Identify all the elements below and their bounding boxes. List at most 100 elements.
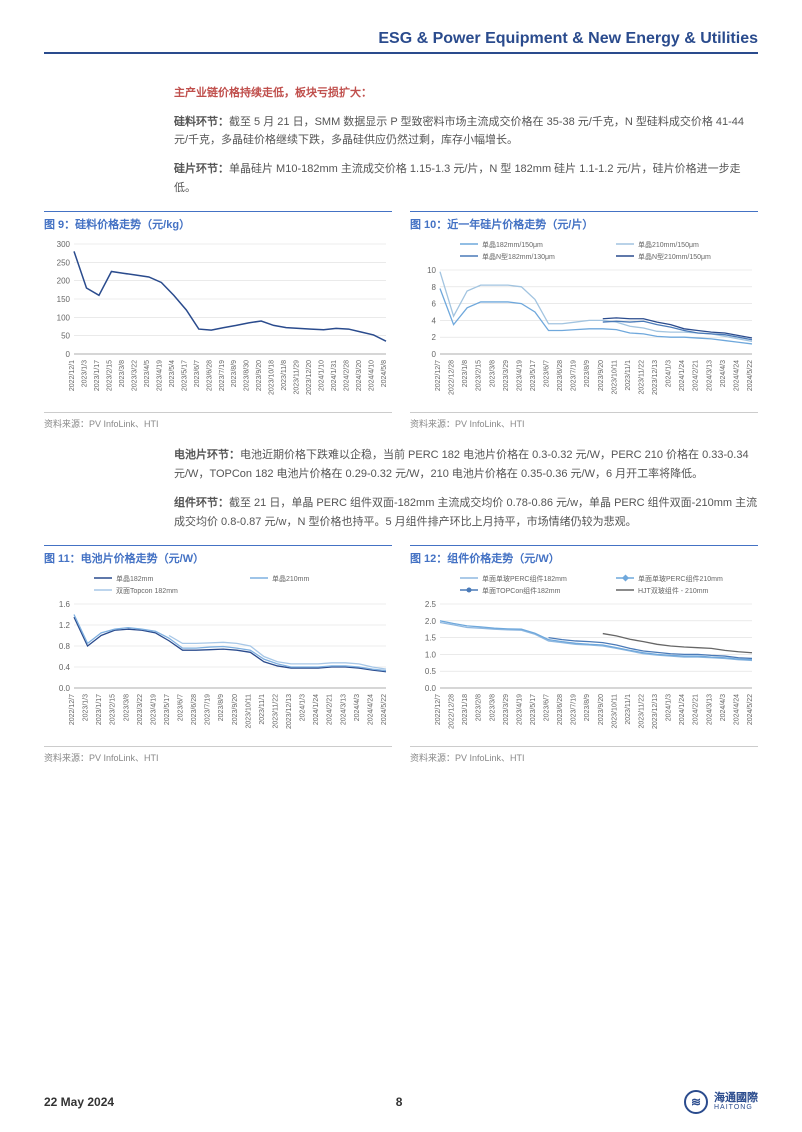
chart-12: 0.00.51.01.52.02.52022/12/72022/12/28202… (410, 572, 758, 742)
svg-text:2023/3/22: 2023/3/22 (131, 360, 138, 391)
svg-text:1.0: 1.0 (425, 651, 437, 660)
svg-text:2023/1/17: 2023/1/17 (96, 694, 103, 725)
svg-text:0.0: 0.0 (425, 684, 437, 693)
svg-text:单晶182mm: 单晶182mm (116, 574, 154, 583)
svg-text:2023/9/20: 2023/9/20 (598, 694, 605, 725)
svg-text:2023/11/8: 2023/11/8 (281, 360, 288, 391)
chart-9-cell: 图 9：硅料价格走势（元/kg） 0501001502002503002022/… (44, 211, 392, 430)
svg-text:2023/3/8: 2023/3/8 (123, 694, 130, 721)
svg-text:单面单玻PERC组件210mm: 单面单玻PERC组件210mm (638, 574, 723, 583)
chart-11-cell: 图 11：电池片价格走势（元/W） 0.00.40.81.21.62022/12… (44, 545, 392, 764)
svg-text:2023/3/8: 2023/3/8 (119, 360, 126, 387)
para-4-text: 截至 21 日，单晶 PERC 组件双面-182mm 主流成交均价 0.78-0… (174, 497, 757, 528)
svg-text:单晶N型210mm/150μm: 单晶N型210mm/150μm (638, 252, 711, 261)
page: ESG & Power Equipment & New Energy & Uti… (0, 0, 802, 1132)
svg-text:1.6: 1.6 (59, 600, 71, 609)
para-1-text: 截至 5 月 21 日，SMM 数据显示 P 型致密料市场主流成交价格在 35-… (174, 116, 744, 147)
svg-text:2022/12/7: 2022/12/7 (435, 360, 442, 391)
svg-text:2023/1/3: 2023/1/3 (83, 694, 90, 721)
svg-text:2024/1/10: 2024/1/10 (319, 360, 326, 391)
svg-text:2023/11/1: 2023/11/1 (625, 694, 632, 725)
svg-text:2023/3/29: 2023/3/29 (503, 360, 510, 391)
svg-text:1.2: 1.2 (59, 621, 71, 630)
svg-text:2023/8/9: 2023/8/9 (584, 694, 591, 721)
para-1: 硅料环节：截至 5 月 21 日，SMM 数据显示 P 型致密料市场主流成交价格… (174, 113, 758, 150)
svg-text:2024/1/31: 2024/1/31 (331, 360, 338, 391)
svg-text:2023/9/20: 2023/9/20 (256, 360, 263, 391)
svg-text:单晶182mm/150μm: 单晶182mm/150μm (482, 240, 543, 249)
footer-brand-en: HAITONG (714, 1104, 758, 1111)
charts-row-1: 图 9：硅料价格走势（元/kg） 0501001502002503002022/… (44, 211, 758, 430)
svg-text:2023/12/13: 2023/12/13 (652, 360, 659, 395)
intro-block: 主产业链价格持续走低，板块亏损扩大： 硅料环节：截至 5 月 21 日，SMM … (174, 84, 758, 197)
svg-text:2024/4/3: 2024/4/3 (720, 360, 727, 387)
svg-text:250: 250 (57, 259, 71, 268)
svg-text:2024/3/13: 2024/3/13 (706, 694, 713, 725)
svg-text:2024/1/24: 2024/1/24 (679, 694, 686, 725)
svg-text:2024/4/24: 2024/4/24 (367, 694, 374, 725)
chart-9-title: 图 9：硅料价格走势（元/kg） (44, 211, 392, 232)
para-2-label: 硅片环节： (174, 163, 229, 175)
svg-text:2022/12/7: 2022/12/7 (435, 694, 442, 725)
svg-text:单晶N型182mm/130μm: 单晶N型182mm/130μm (482, 252, 555, 261)
svg-text:2024/5/22: 2024/5/22 (381, 694, 388, 725)
svg-text:2023/9/20: 2023/9/20 (232, 694, 239, 725)
svg-text:8: 8 (432, 283, 437, 292)
svg-text:2023/5/17: 2023/5/17 (181, 360, 188, 391)
svg-text:2023/7/19: 2023/7/19 (571, 694, 578, 725)
svg-text:2024/3/13: 2024/3/13 (706, 360, 713, 391)
svg-text:2023/8/30: 2023/8/30 (244, 360, 251, 391)
svg-text:2023/7/19: 2023/7/19 (571, 360, 578, 391)
footer-brand: 海通國際 (714, 1093, 758, 1104)
svg-text:2023/2/15: 2023/2/15 (476, 360, 483, 391)
footer-logo: ≋ 海通國際 HAITONG (684, 1090, 758, 1114)
chart-9: 0501001502002503002022/12/12023/1/32023/… (44, 238, 392, 408)
svg-text:2023/6/7: 2023/6/7 (194, 360, 201, 387)
svg-text:2023/7/19: 2023/7/19 (219, 360, 226, 391)
chart-10-title: 图 10：近一年硅片价格走势（元/片） (410, 211, 758, 232)
svg-text:50: 50 (61, 332, 70, 341)
svg-text:2023/8/9: 2023/8/9 (218, 694, 225, 721)
svg-text:6: 6 (432, 300, 437, 309)
svg-text:2023/10/11: 2023/10/11 (245, 694, 252, 729)
svg-text:单晶210mm: 单晶210mm (272, 574, 310, 583)
svg-text:2023/2/15: 2023/2/15 (106, 360, 113, 391)
svg-text:2023/12/13: 2023/12/13 (286, 694, 293, 729)
svg-text:2024/2/21: 2024/2/21 (693, 694, 700, 725)
svg-text:2023/6/7: 2023/6/7 (544, 360, 551, 387)
svg-text:2023/1/18: 2023/1/18 (462, 694, 469, 725)
svg-text:2024/5/22: 2024/5/22 (747, 694, 754, 725)
svg-text:2023/7/19: 2023/7/19 (205, 694, 212, 725)
svg-text:2023/8/9: 2023/8/9 (584, 360, 591, 387)
svg-text:2024/2/21: 2024/2/21 (693, 360, 700, 391)
svg-text:2024/4/3: 2024/4/3 (354, 694, 361, 721)
svg-text:2024/3/13: 2024/3/13 (340, 694, 347, 725)
svg-text:300: 300 (57, 240, 71, 249)
svg-text:2023/11/22: 2023/11/22 (638, 360, 645, 395)
svg-text:2.0: 2.0 (425, 617, 437, 626)
svg-text:2024/5/22: 2024/5/22 (747, 360, 754, 391)
header-title: ESG & Power Equipment & New Energy & Uti… (378, 30, 758, 47)
svg-text:2023/6/28: 2023/6/28 (557, 360, 564, 391)
charts-row-2: 图 11：电池片价格走势（元/W） 0.00.40.81.21.62022/12… (44, 545, 758, 764)
svg-text:2023/11/29: 2023/11/29 (294, 360, 301, 395)
para-3-label: 电池片环节： (174, 449, 240, 461)
svg-text:2.5: 2.5 (425, 600, 437, 609)
svg-text:2023/4/19: 2023/4/19 (150, 694, 157, 725)
para-3-text: 电池近期价格下跌难以企稳，当前 PERC 182 电池片价格在 0.3-0.32… (174, 449, 749, 480)
svg-text:0.4: 0.4 (59, 663, 71, 672)
svg-text:2023/10/18: 2023/10/18 (269, 360, 276, 395)
svg-text:2023/11/22: 2023/11/22 (272, 694, 279, 729)
svg-text:2023/3/8: 2023/3/8 (489, 360, 496, 387)
svg-text:2023/12/20: 2023/12/20 (306, 360, 313, 395)
svg-text:2024/1/24: 2024/1/24 (679, 360, 686, 391)
chart-9-source: 资料来源：PV InfoLink、HTI (44, 412, 392, 430)
page-header: ESG & Power Equipment & New Energy & Uti… (44, 30, 758, 54)
svg-text:100: 100 (57, 314, 71, 323)
svg-text:0: 0 (66, 350, 71, 359)
svg-text:2023/11/1: 2023/11/1 (625, 360, 632, 391)
chart-10: 02468102022/12/72022/12/282023/1/82023/2… (410, 238, 758, 408)
svg-text:2: 2 (432, 334, 437, 343)
svg-text:2023/6/7: 2023/6/7 (178, 694, 185, 721)
svg-text:单晶210mm/150μm: 单晶210mm/150μm (638, 240, 699, 249)
